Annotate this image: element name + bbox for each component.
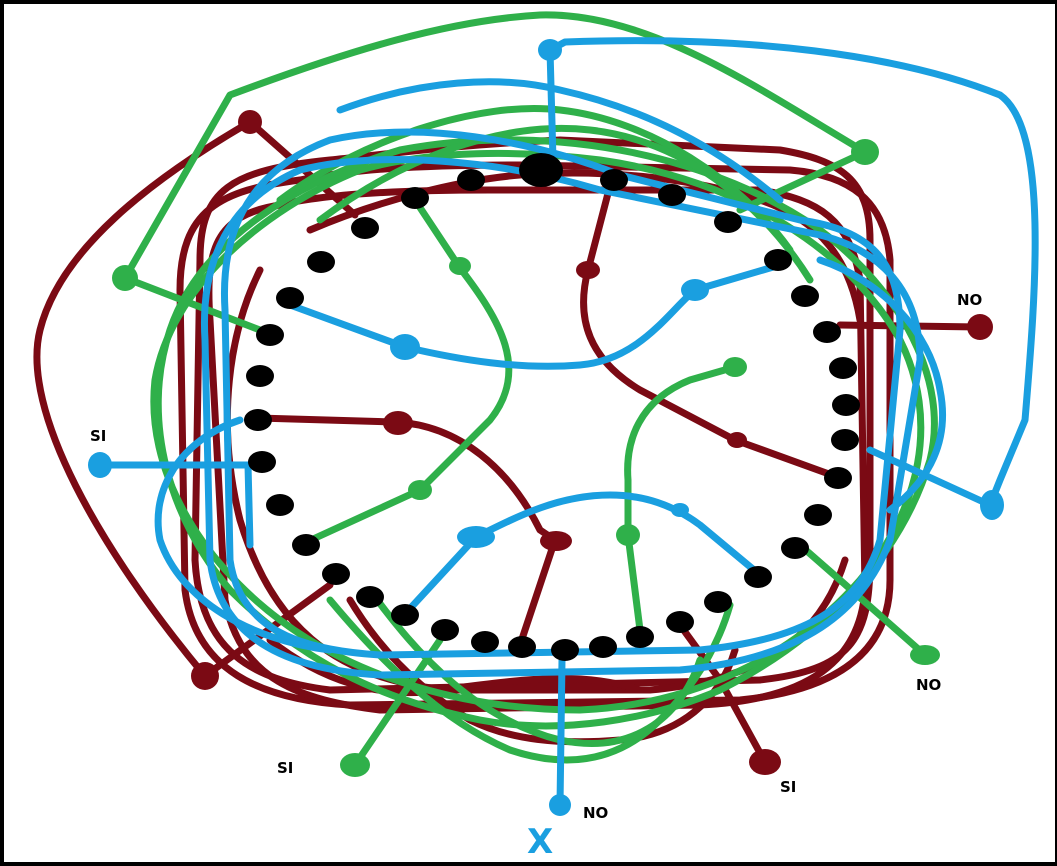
stator-slot xyxy=(244,409,272,431)
stator-slot xyxy=(256,324,284,346)
stator-slot xyxy=(508,636,536,658)
blue-terminal-right xyxy=(980,490,1004,520)
label-no-blue: NO xyxy=(583,804,608,822)
stator-slot xyxy=(658,184,686,206)
stator-slot xyxy=(266,494,294,516)
stator-slot xyxy=(829,357,857,379)
red-coil-loop-3 xyxy=(205,186,869,714)
red-junction-3 xyxy=(576,261,600,279)
blue-lead-top xyxy=(546,46,557,164)
stator-slot xyxy=(307,251,335,273)
stator-slot xyxy=(431,619,459,641)
red-lead-outer-left xyxy=(33,118,254,680)
blue-coil-loop-3 xyxy=(154,416,334,654)
stator-slot xyxy=(626,626,654,648)
stator-slot xyxy=(744,566,772,588)
green-junction-4 xyxy=(616,524,640,546)
label-si-green: SI xyxy=(277,759,293,777)
green-terminal-top-left xyxy=(112,265,138,291)
label-no-red: NO xyxy=(957,291,982,309)
label-no-green: NO xyxy=(916,676,941,694)
stator-slot xyxy=(813,321,841,343)
label-si-red: SI xyxy=(780,778,796,796)
blue-lead-si xyxy=(96,461,254,549)
stator-slot xyxy=(551,639,579,661)
blue-junction-1 xyxy=(390,334,420,360)
red-inner-lead-2 xyxy=(580,174,844,482)
green-coil-loop-2 xyxy=(150,149,925,714)
stator-slot xyxy=(704,591,732,613)
green-lead-no xyxy=(796,541,929,659)
stator-slot xyxy=(600,169,628,191)
stator-slot xyxy=(666,611,694,633)
red-terminal-si xyxy=(749,749,781,775)
label-si-blue: SI xyxy=(90,427,106,445)
green-inner-lead-1 xyxy=(296,196,513,549)
stator-slot xyxy=(351,217,379,239)
stator-slot xyxy=(832,394,860,416)
red-junction-4 xyxy=(727,432,747,448)
blue-coil-loop-5 xyxy=(816,256,947,514)
red-coil-loop-6 xyxy=(346,596,739,746)
stator-slot xyxy=(471,631,499,653)
red-terminal-top-left xyxy=(238,110,262,134)
stator-slot xyxy=(322,563,350,585)
stator-slot xyxy=(824,467,852,489)
green-lead-si xyxy=(351,636,444,769)
stator-slot xyxy=(248,451,276,473)
stator-slot xyxy=(831,429,859,451)
green-terminal-top-right xyxy=(851,139,879,165)
green-lead-top-right xyxy=(736,148,869,214)
stator-slot xyxy=(457,169,485,191)
blue-junction-4 xyxy=(671,503,689,517)
green-terminal-no xyxy=(910,645,940,665)
stator-slot xyxy=(519,153,563,187)
blue-terminal-no xyxy=(549,794,571,816)
x-mark: X xyxy=(527,822,553,862)
blue-junction-2 xyxy=(681,279,709,301)
stator-slot xyxy=(589,636,617,658)
red-lead-bottom-left xyxy=(201,581,334,680)
red-terminal-no xyxy=(967,314,993,340)
red-junction-1 xyxy=(383,411,413,435)
stator-slot xyxy=(401,187,429,209)
green-junction-2 xyxy=(408,480,432,500)
stator-slot xyxy=(292,534,320,556)
stator-slot xyxy=(804,504,832,526)
green-lead-left-to-slot xyxy=(121,274,264,334)
stator-slot xyxy=(356,586,384,608)
green-coil-loop-1 xyxy=(154,136,938,730)
stator-slot xyxy=(781,537,809,559)
blue-lead-no xyxy=(556,656,566,809)
red-terminal-bottom-left xyxy=(191,662,219,690)
green-lead-outer-top xyxy=(121,11,869,282)
blue-terminal-si xyxy=(88,452,112,478)
red-coil-loop-4 xyxy=(223,266,849,694)
green-junction-1 xyxy=(449,257,471,275)
green-inner-lead-2 xyxy=(624,363,739,634)
stator-slots xyxy=(244,153,860,661)
blue-inner-lead-1 xyxy=(286,261,784,370)
blue-coil-loop-1 xyxy=(220,128,904,659)
stator-slot xyxy=(246,365,274,387)
green-junction-3 xyxy=(723,357,747,377)
green-terminal-si xyxy=(340,753,370,777)
red-junction-2 xyxy=(540,531,572,551)
stator-slot xyxy=(791,285,819,307)
stator-slot xyxy=(714,211,742,233)
terminals xyxy=(88,39,1004,816)
stator-slot xyxy=(764,249,792,271)
blue-junction-3 xyxy=(457,526,495,548)
blue-lead-top-right-loop xyxy=(546,37,1039,509)
stator-slot xyxy=(391,604,419,626)
stator-slot xyxy=(276,287,304,309)
blue-coil-loop-4 xyxy=(336,78,784,204)
blue-terminal-top xyxy=(538,39,562,61)
